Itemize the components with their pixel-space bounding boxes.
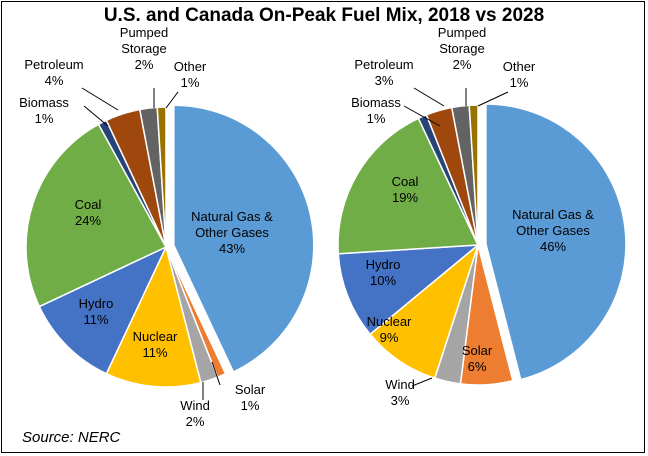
slice-label-line: Solar (462, 343, 493, 358)
leader-line-biomass (403, 105, 441, 127)
slice-nuclear (369, 242, 480, 380)
slice-label-line: Natural Gas & (512, 207, 594, 222)
slice-label-natural-gas: Natural Gas & Other Gases 43% (191, 209, 273, 256)
source-note: Source: NERC (22, 429, 121, 446)
slice-label-line: Other (503, 59, 536, 74)
slice-natural-gas (485, 103, 627, 381)
leader-line-petroleum (81, 87, 119, 111)
slice-label-nuclear: Nuclear 11% (133, 329, 178, 360)
slice-label-line: Petroleum (24, 57, 83, 72)
slice-hydro (38, 245, 168, 375)
slice-other (468, 104, 479, 246)
slice-label-line: Storage (121, 41, 167, 56)
slice-other (156, 106, 167, 248)
slice-label-coal: Coal 24% (75, 197, 102, 228)
slice-coal (25, 123, 168, 308)
slice-label-line: Solar (235, 382, 266, 397)
slice-label-line: Nuclear (367, 314, 412, 329)
pie-2018: Natural Gas & Other Gases 43%Solar 1%Wind 2%… (19, 25, 315, 429)
slice-label-line: 1% (367, 111, 386, 126)
slice-label-line: 1% (181, 75, 200, 90)
slice-label-pumped-storage: Pumped Storage 2% (438, 25, 486, 72)
slice-label-line: Pumped (120, 25, 168, 40)
slice-label-line: Natural Gas & (191, 209, 273, 224)
slice-label-line: 3% (391, 393, 410, 408)
slice-label-biomass: Biomass 1% (351, 95, 401, 126)
slice-label-hydro: Hydro 11% (79, 296, 114, 327)
leader-line-solar (211, 361, 221, 386)
slice-coal (337, 117, 480, 255)
slice-label-line: Other Gases (516, 223, 590, 238)
slice-label-line: 10% (370, 273, 396, 288)
leader-line-biomass (83, 105, 109, 127)
slice-label-line: Hydro (79, 296, 114, 311)
slice-label-line: 1% (510, 75, 529, 90)
slice-label-coal: Coal 19% (392, 174, 419, 205)
slice-label-line: Other (174, 59, 207, 74)
leader-line-other (477, 91, 509, 107)
slice-label-line: 2% (186, 414, 205, 429)
slice-label-line: Coal (392, 174, 419, 189)
slice-label-line: 9% (380, 330, 399, 345)
slice-label-line: Petroleum (354, 57, 413, 72)
leader-line-other (165, 91, 179, 109)
slice-label-solar: Solar 1% (235, 382, 266, 413)
slice-label-line: Storage (439, 41, 485, 56)
slice-label-line: 3% (375, 73, 394, 88)
slice-label-natural-gas: Natural Gas & Other Gases 46% (512, 207, 594, 254)
slice-label-nuclear: Nuclear 9% (367, 314, 412, 345)
pie-2028: Natural Gas & Other Gases 46%Solar 6%Wind 3%… (337, 25, 627, 408)
slice-label-line: 11% (142, 345, 167, 360)
slice-label-pumped-storage: Pumped Storage 2% (120, 25, 168, 72)
slice-label-wind: Wind 3% (385, 377, 415, 408)
slice-label-petroleum: Petroleum 3% (354, 57, 413, 88)
slice-label-line: 1% (35, 111, 54, 126)
slice-label-line: Wind (385, 377, 415, 392)
slice-natural-gas (173, 104, 315, 373)
slice-label-line: 2% (135, 57, 154, 72)
slice-label-line: 6% (468, 359, 487, 374)
slice-label-line: 19% (392, 190, 418, 205)
slice-label-line: 24% (75, 213, 101, 228)
slice-label-line: Pumped (438, 25, 486, 40)
leader-line-petroleum (413, 87, 445, 107)
slice-label-hydro: Hydro 10% (366, 257, 401, 288)
slice-label-line: Other Gases (195, 225, 269, 240)
slice-label-line: Biomass (351, 95, 401, 110)
slice-label-line: 1% (241, 398, 260, 413)
slice-label-line: Hydro (366, 257, 401, 272)
slice-label-line: 4% (45, 73, 64, 88)
slice-label-petroleum: Petroleum 4% (24, 57, 83, 88)
slice-label-solar: Solar 6% (462, 343, 493, 374)
slice-label-line: Coal (75, 197, 102, 212)
slice-label-line: 11% (83, 312, 108, 327)
slice-label-line: 46% (540, 239, 566, 254)
slice-hydro (337, 244, 481, 336)
slice-label-line: Wind (180, 398, 210, 413)
slice-nuclear (105, 244, 202, 388)
slice-label-biomass: Biomass 1% (19, 95, 69, 126)
slice-label-line: Nuclear (133, 329, 178, 344)
chart-title: U.S. and Canada On-Peak Fuel Mix, 2018 v… (103, 5, 545, 26)
slice-label-line: 43% (219, 241, 245, 256)
leader-line-wind (411, 377, 433, 387)
slice-label-other: Other 1% (503, 59, 536, 90)
slice-label-other: Other 1% (174, 59, 207, 90)
slice-label-line: 2% (453, 57, 472, 72)
slice-label-wind: Wind 2% (180, 398, 210, 429)
slice-label-line: Biomass (19, 95, 69, 110)
